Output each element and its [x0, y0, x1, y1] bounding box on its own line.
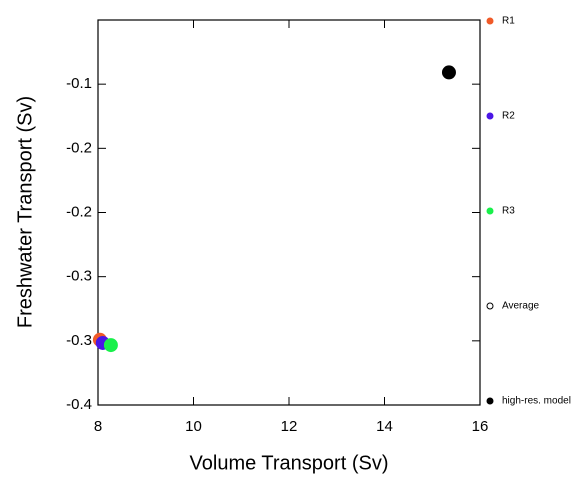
legend-marker	[486, 112, 494, 120]
legend-marker	[486, 397, 494, 405]
plot-frame	[97, 19, 481, 406]
x-tick-label: 12	[281, 418, 298, 435]
legend-label: R3	[502, 206, 515, 217]
y-tick-label: -0.2	[66, 203, 92, 220]
data-point	[103, 338, 118, 353]
y-tick-label: -0.1	[66, 75, 92, 92]
legend-label: Average	[502, 301, 540, 312]
y-tick-label: -0.3	[66, 332, 92, 349]
x-tick-label: 16	[472, 418, 489, 435]
legend-marker	[486, 302, 494, 310]
x-tick-label: 14	[376, 418, 393, 435]
legend-label: R1	[502, 16, 515, 27]
y-tick-label: -0.4	[66, 396, 92, 413]
x-tick-label: 8	[94, 418, 102, 435]
legend-label: R2	[502, 111, 515, 122]
y-axis-title: Freshwater Transport (Sv)	[14, 96, 36, 328]
y-tick-label: -0.3	[66, 268, 92, 285]
legend-marker	[486, 17, 494, 25]
x-axis-title: Volume Transport (Sv)	[190, 452, 389, 474]
legend-label: high-res. model	[502, 396, 571, 407]
data-point	[441, 65, 456, 80]
x-tick-label: 10	[185, 418, 202, 435]
y-tick-label: -0.2	[66, 139, 92, 156]
legend-marker	[486, 207, 494, 215]
